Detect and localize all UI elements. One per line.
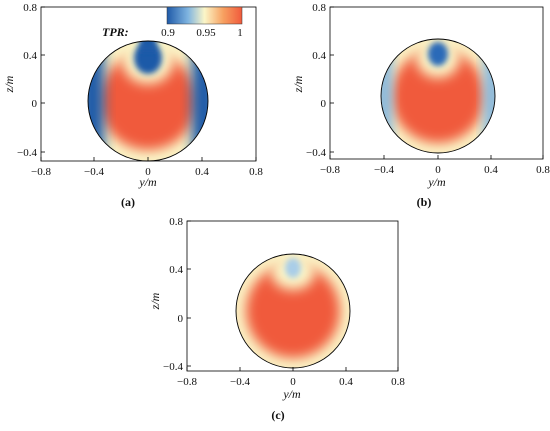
- x-tick-label: 0: [145, 166, 151, 178]
- x-tick-label: 0.8: [249, 166, 263, 178]
- panel-c: [186, 220, 399, 372]
- pipe-wall-b: [380, 38, 496, 154]
- x-tick-label: 0: [290, 376, 296, 388]
- panel-b: [329, 6, 544, 160]
- x-tick-label: 0.4: [484, 164, 498, 176]
- x-tick-label: 0.4: [195, 166, 209, 178]
- y-axis-label: z/m: [291, 75, 305, 93]
- y-tick-label: 0.8: [23, 2, 37, 14]
- x-tick-label: −0.8: [320, 164, 340, 176]
- colorbar: TPR: 0.9 0.95 1: [102, 6, 243, 39]
- contour-c: [236, 254, 350, 368]
- colorbar-swatch: [167, 7, 242, 24]
- y-tick-label: 0: [178, 313, 184, 325]
- plot-frame-b: [329, 6, 544, 160]
- panel-label: (a): [121, 195, 135, 209]
- y-tick-label: 0.4: [169, 264, 183, 276]
- contour-b: [381, 39, 495, 153]
- axes-a: −0.8 −0.4 0 0.4 0.8 0.8 0.4 0 −0.4 y/m z/m (a): [2, 2, 263, 209]
- panel-a: [40, 6, 257, 162]
- x-axis-label: y/m: [282, 387, 301, 401]
- x-tick-label: 0.8: [391, 376, 405, 388]
- colorbar-title: TPR:: [102, 25, 129, 39]
- y-axis-label: z/m: [148, 292, 162, 310]
- x-tick-label: 0: [435, 164, 441, 176]
- colorbar-tick-label: 1: [237, 27, 243, 39]
- x-tick-label: −0.8: [177, 376, 197, 388]
- y-axis-label: z/m: [2, 75, 16, 93]
- y-tick-label: 0.8: [169, 216, 183, 228]
- panel-label: (b): [417, 195, 432, 209]
- y-tick-label: 0: [321, 98, 327, 110]
- axes-c: −0.8 −0.4 0 0.4 0.8 0.8 0.4 0 −0.4 y/m z/m (c): [148, 216, 405, 422]
- x-axis-label: y/m: [138, 175, 157, 189]
- y-tick-label: 0.4: [23, 50, 37, 62]
- x-tick-label: −0.4: [230, 376, 250, 388]
- axes-b: −0.8 −0.4 0 0.4 0.8 0.8 0.4 0 −0.4 y/m z/m (b): [291, 2, 550, 209]
- x-axis-label: y/m: [427, 175, 446, 189]
- x-tick-label: −0.8: [31, 166, 51, 178]
- y-tick-label: 0: [32, 98, 38, 110]
- y-tick-label: 0.8: [312, 2, 326, 14]
- x-tick-label: −0.4: [84, 166, 104, 178]
- panel-label: (c): [271, 408, 284, 422]
- y-tick-label: −0.4: [163, 361, 183, 373]
- plot-frame-c: [186, 220, 399, 372]
- x-tick-label: 0.4: [339, 376, 353, 388]
- x-tick-label: −0.4: [374, 164, 394, 176]
- contour-a: [88, 41, 208, 161]
- y-tick-label: −0.4: [17, 147, 37, 159]
- colorbar-tick-label: 0.95: [196, 27, 216, 39]
- x-tick-label: 0.8: [536, 164, 550, 176]
- y-tick-label: −0.4: [306, 147, 326, 159]
- y-tick-label: 0.4: [312, 50, 326, 62]
- colorbar-tick-label: 0.9: [161, 27, 175, 39]
